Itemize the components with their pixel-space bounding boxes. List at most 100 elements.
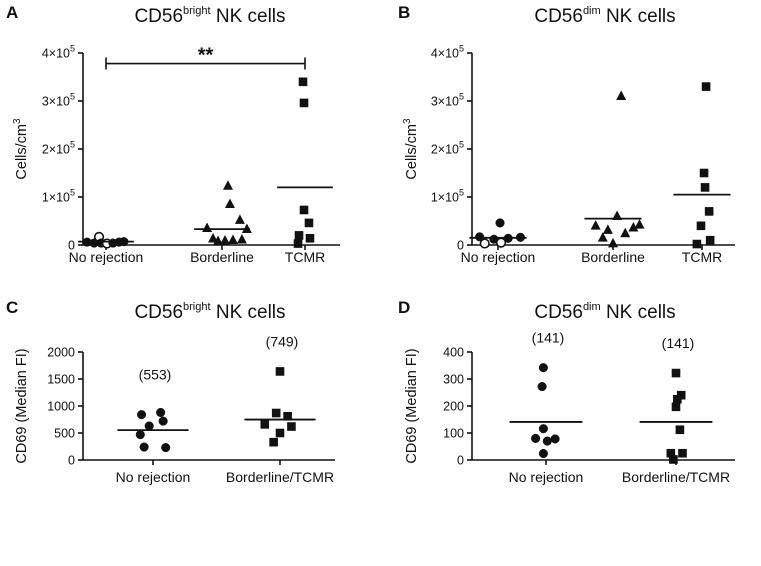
y-tick-label: 300 [443,373,464,387]
chart-title: CD56dim NK cells [534,301,675,323]
data-point [269,437,278,447]
data-point [495,237,507,248]
y-tick-label: 200 [443,400,464,414]
chart-title: CD56bright NK cells [134,301,285,323]
data-point [241,223,252,233]
x-tick-label: Borderline/TCMR [622,469,730,485]
panel-c: C CD56bright NK cells 0 500 1000 1500 2000 CD69… [6,298,335,485]
data-point [271,408,281,418]
data-point [602,224,613,234]
data-point [299,98,309,108]
data-point [701,82,711,91]
y-tick-label: 2000 [47,346,75,360]
y-tick-label: 3×105 [42,92,75,109]
data-point [597,232,608,242]
data-point [531,433,541,443]
data-point [161,443,171,453]
data-point [219,234,230,245]
y-tick-label: 400 [443,346,464,360]
data-point [675,425,685,435]
data-point [542,436,552,446]
data-point [538,424,548,434]
median-value-label: (553) [139,366,172,382]
y-tick-label: 4×105 [431,44,464,61]
data-point [538,363,548,373]
data-point [158,416,168,426]
y-axis-label: Cells/cm3 [402,118,420,180]
panel-a: A CD56bright NK cells 0 1×105 2×105 3×105 4×10… [6,3,340,265]
y-tick-label: 2×105 [42,140,75,157]
panel-letter: A [6,3,18,22]
data-point [299,205,309,215]
y-axis-label: CD69 (Median FI) [14,348,30,463]
data-point [696,221,706,231]
y-tick-label: 1×105 [431,188,464,205]
data-point [705,235,715,245]
median-value-label: (749) [266,333,299,349]
significance-stars: ** [198,45,214,67]
data-point [293,239,303,248]
median-value-label: (141) [532,330,565,346]
data-point [305,233,315,243]
panel-d: D CD56dim NK cells 0 100 200 300 400 CD69 (Medi… [398,298,735,485]
data-point [616,90,627,100]
x-tick-label: No rejection [69,249,144,265]
data-point [287,422,296,431]
data-point [260,420,270,429]
y-tick-label: 1000 [47,400,75,414]
data-point [692,239,702,249]
x-tick-label: TCMR [285,249,325,265]
y-tick-label: 3×105 [431,92,464,109]
data-point [479,238,490,249]
data-point [704,207,714,216]
data-point [550,434,560,444]
y-axis-label: CD69 (Median FI) [404,348,420,463]
chart-title: CD56bright NK cells [134,5,285,27]
y-tick-label: 1×105 [42,188,75,205]
significance-bracket [105,57,306,70]
data-point [224,198,235,208]
x-tick-label: Borderline/TCMR [226,469,334,485]
data-point [628,222,639,232]
data-point [671,402,681,412]
x-tick-label: Borderline [581,249,645,265]
y-tick-label: 0 [68,239,75,253]
data-point [699,168,709,178]
x-tick-label: No rejection [509,469,584,485]
data-point [275,428,285,438]
data-point [620,227,631,238]
data-point [283,411,292,421]
data-point [671,368,681,378]
data-point [612,210,623,220]
data-point [634,219,645,229]
data-point [222,180,233,190]
x-tick-label: TCMR [682,249,722,265]
panel-letter: D [398,298,410,317]
y-tick-label: 2×105 [431,140,464,157]
x-tick-label: No rejection [461,249,536,265]
data-point [673,394,682,404]
panel-b: B CD56dim NK cells 0 1×105 2×105 3×105 4×105 Ce… [398,3,735,265]
data-point [156,407,166,418]
data-point [669,455,678,464]
data-point [538,448,548,459]
chart-title: CD56dim NK cells [534,5,675,27]
y-axis-label: Cells/cm3 [12,118,30,180]
y-tick-label: 4×105 [42,44,75,61]
data-point [475,232,485,242]
data-point [135,430,145,440]
data-point [202,222,213,232]
x-tick-label: Borderline [190,249,254,265]
y-tick-label: 0 [68,454,75,468]
data-point [537,382,547,392]
x-tick-label: No rejection [116,469,191,485]
y-tick-label: 0 [457,454,464,468]
data-point [700,183,710,192]
y-tick-label: 1500 [47,373,75,387]
data-point [275,367,285,376]
data-point [139,442,149,452]
data-point [227,234,238,244]
data-point [144,421,154,431]
data-point [213,235,224,245]
